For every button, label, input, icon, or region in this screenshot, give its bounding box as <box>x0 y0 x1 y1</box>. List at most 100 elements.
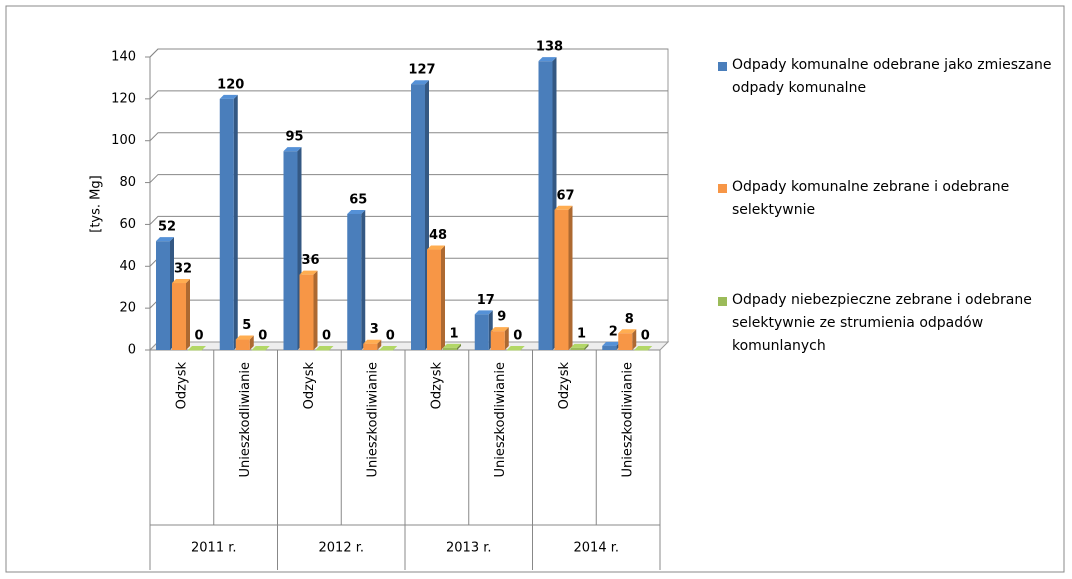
bar-side <box>233 94 238 350</box>
bar <box>474 310 493 350</box>
bar-front <box>618 333 633 350</box>
bar <box>490 327 509 350</box>
bar-top <box>219 94 238 99</box>
bar-side <box>377 339 382 350</box>
x-tick-label: Unieszkodliwianie <box>621 362 636 478</box>
data-label: 5 <box>242 318 251 333</box>
bar-top <box>188 346 206 350</box>
bar-front <box>188 350 202 351</box>
bar-top <box>490 327 509 332</box>
data-label: 67 <box>556 188 574 203</box>
bar <box>554 205 573 350</box>
x-tick-label: Odzysk <box>429 362 444 410</box>
y-tick-label: 100 <box>111 133 136 148</box>
bar-side <box>457 343 461 350</box>
data-label: 0 <box>194 329 203 344</box>
y-tick-label: 140 <box>111 50 136 65</box>
legend-label: Odpady komunalne zebrane i odebrane sele… <box>732 179 1010 218</box>
bar <box>506 346 525 351</box>
bar-front <box>427 249 441 350</box>
legend-entry: Odpady komunalne odebrane jako zmieszane… <box>732 57 1052 96</box>
bar <box>219 94 238 350</box>
bar-front <box>443 347 457 350</box>
bar <box>315 346 334 351</box>
bar <box>538 57 557 350</box>
bar-top <box>347 209 366 214</box>
data-label: 0 <box>322 329 331 344</box>
group-label: 2014 r. <box>574 541 620 556</box>
bar <box>347 209 366 350</box>
bar-front <box>570 347 585 350</box>
y-tick-label: 120 <box>111 91 136 106</box>
bar-front <box>490 331 505 350</box>
bar-top <box>363 339 382 344</box>
x-tick-label: Odzysk <box>302 362 317 410</box>
bar-front <box>172 283 186 350</box>
bar <box>156 237 174 350</box>
bar-top <box>554 205 573 210</box>
legend-entry: Odpady niebezpieczne zebrane i odebrane … <box>732 292 1032 354</box>
legend-label: Odpady niebezpieczne zebrane i odebrane … <box>732 292 1032 354</box>
bar-front <box>251 350 266 351</box>
group-label: 2013 r. <box>446 541 492 556</box>
bar-top <box>570 343 589 348</box>
grid-line <box>149 90 668 100</box>
y-tick-label: 80 <box>119 175 136 190</box>
grid-line <box>149 132 668 142</box>
data-label: 120 <box>217 77 244 92</box>
bar-front <box>219 98 234 350</box>
bar-front <box>283 151 298 350</box>
legend-swatch <box>718 62 727 71</box>
bar-top <box>379 346 398 350</box>
bar-top <box>251 346 270 350</box>
bar <box>235 335 254 350</box>
bar-front <box>315 350 330 351</box>
x-tick-label: Unieszkodliwianie <box>493 362 508 478</box>
bar-top <box>602 341 621 346</box>
bar-top <box>538 57 557 62</box>
bar-front <box>347 213 362 350</box>
data-label: 2 <box>609 324 618 339</box>
data-label: 1 <box>577 326 586 341</box>
bar-top <box>443 343 461 348</box>
bar-front <box>379 350 394 351</box>
y-axis-label: [tys. Mg] <box>89 175 104 232</box>
bar-front <box>411 84 425 350</box>
bar-side <box>504 327 509 350</box>
bar-front <box>602 345 617 350</box>
data-label: 138 <box>536 40 563 55</box>
bar <box>251 346 270 351</box>
legend-swatch <box>718 297 727 306</box>
bar-side <box>361 209 366 350</box>
data-label: 52 <box>158 220 176 235</box>
x-tick-label: Unieszkodliwianie <box>366 362 381 478</box>
bar <box>363 339 382 350</box>
bar-side <box>584 343 589 350</box>
group-label: 2011 r. <box>191 541 237 556</box>
data-label: 0 <box>641 329 650 344</box>
bar-top <box>506 346 525 350</box>
bar <box>411 80 429 350</box>
bar-top <box>172 279 190 284</box>
grid-line <box>149 48 668 58</box>
data-label: 127 <box>408 63 435 78</box>
data-label: 8 <box>625 312 634 327</box>
bar-front <box>156 241 170 350</box>
bar <box>299 270 318 350</box>
data-label: 95 <box>285 130 303 145</box>
data-label: 3 <box>370 322 379 337</box>
data-label: 9 <box>497 310 506 325</box>
data-label: 32 <box>174 262 192 277</box>
bar-side <box>441 245 445 350</box>
data-label: 1 <box>449 326 458 341</box>
bar-top <box>315 346 334 350</box>
bar <box>172 279 190 350</box>
bar-top <box>474 310 493 315</box>
bar-front <box>634 350 649 351</box>
bar-top <box>411 80 429 85</box>
y-tick-label: 20 <box>119 301 136 316</box>
legend-label: Odpady komunalne odebrane jako zmieszane… <box>732 57 1052 96</box>
data-label: 36 <box>301 253 319 268</box>
bar-top <box>156 237 174 242</box>
